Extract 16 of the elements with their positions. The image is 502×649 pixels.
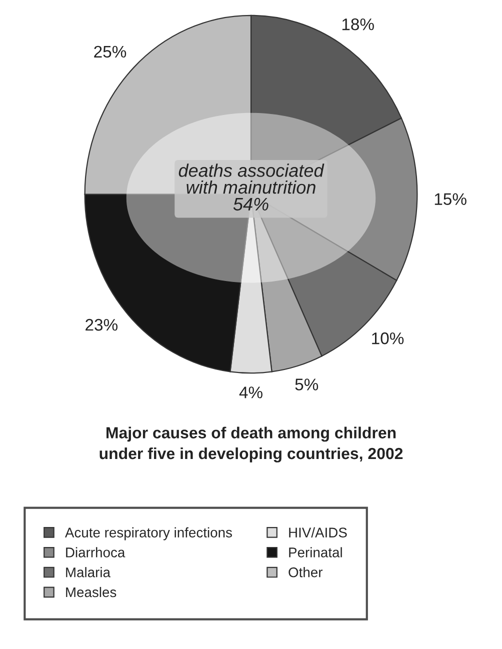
text: Major causes of death among children under five in developing countries, 2002: [100, 426, 403, 462]
legend-label: Malaria: [66, 567, 110, 578]
legend-label: Diarrhoca: [66, 547, 126, 558]
data-label: 15%: [434, 193, 466, 206]
data-label: 23%: [86, 318, 118, 331]
data-label: 18%: [342, 18, 374, 30]
legend-label: Other: [288, 567, 323, 578]
data-label: 5%: [295, 378, 318, 390]
legend-label: Perinatal: [289, 547, 342, 558]
legend-label: Measles: [66, 586, 116, 598]
legend-label: Acute respiratory infections: [64, 527, 232, 540]
text: deaths associated with mainutrition 54%: [178, 164, 324, 211]
legend-label: HIV/AIDS: [289, 527, 347, 538]
data-label: 4%: [239, 386, 262, 398]
data-label: 25%: [94, 46, 126, 58]
data-label: 10%: [372, 332, 404, 344]
